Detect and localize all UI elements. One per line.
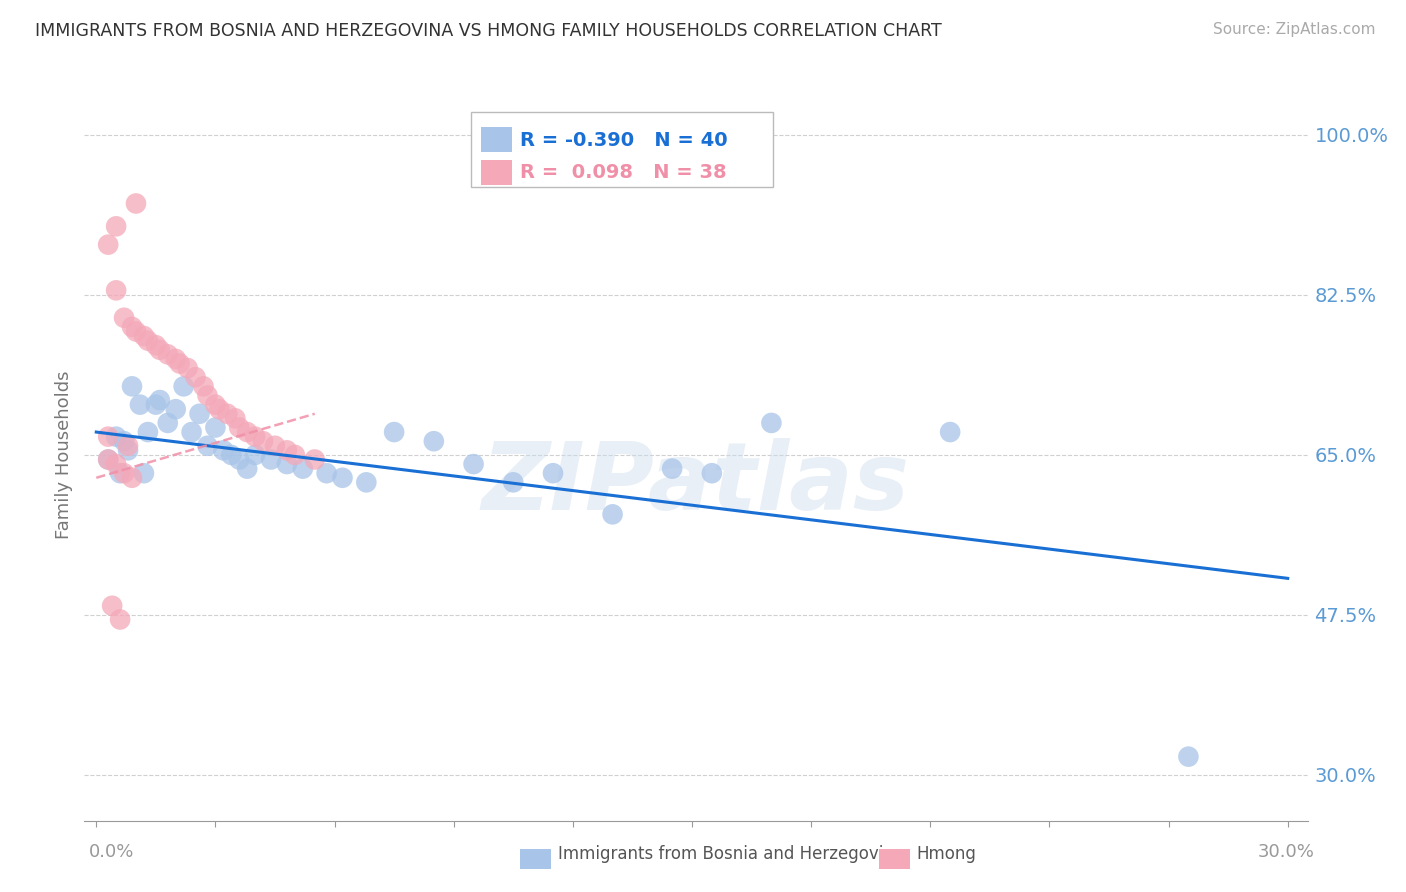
Point <box>156 347 179 361</box>
Point <box>165 402 187 417</box>
Point <box>101 599 124 613</box>
Point <box>356 475 378 490</box>
Point <box>121 471 143 485</box>
Point <box>236 425 259 439</box>
Point <box>105 430 128 444</box>
Point <box>204 398 226 412</box>
Point <box>197 439 219 453</box>
Point <box>284 448 307 462</box>
Point <box>129 398 152 412</box>
Point <box>541 467 564 481</box>
Point <box>97 237 120 252</box>
Point <box>117 439 139 453</box>
Point <box>193 379 215 393</box>
Point <box>224 411 246 425</box>
Point <box>463 457 485 471</box>
Point <box>276 443 298 458</box>
Point <box>165 351 187 366</box>
Point <box>105 284 128 298</box>
Point <box>108 467 131 481</box>
Text: R = -0.390   N = 40: R = -0.390 N = 40 <box>520 131 728 150</box>
Point <box>423 434 446 449</box>
Point <box>332 471 354 485</box>
Point <box>661 461 683 475</box>
Point <box>184 370 207 384</box>
Point <box>228 452 250 467</box>
Point <box>125 325 148 339</box>
Point <box>125 196 148 211</box>
Point <box>97 452 120 467</box>
Point <box>136 425 159 439</box>
Text: R =  0.098   N = 38: R = 0.098 N = 38 <box>520 163 727 182</box>
Point <box>260 452 283 467</box>
Point <box>105 457 128 471</box>
Text: Source: ZipAtlas.com: Source: ZipAtlas.com <box>1212 22 1375 37</box>
Point <box>291 461 314 475</box>
Text: Hmong: Hmong <box>917 845 977 863</box>
Text: IMMIGRANTS FROM BOSNIA AND HERZEGOVINA VS HMONG FAMILY HOUSEHOLDS CORRELATION CH: IMMIGRANTS FROM BOSNIA AND HERZEGOVINA V… <box>35 22 942 40</box>
Point <box>212 443 235 458</box>
Point <box>112 467 135 481</box>
Point <box>105 219 128 234</box>
Y-axis label: Family Households: Family Households <box>55 371 73 539</box>
Point <box>315 467 337 481</box>
Point <box>169 356 191 371</box>
Point <box>502 475 524 490</box>
Point <box>1177 749 1199 764</box>
Point <box>208 402 231 417</box>
Text: 30.0%: 30.0% <box>1258 843 1315 861</box>
Point <box>236 461 259 475</box>
Point <box>197 388 219 402</box>
Point <box>761 416 783 430</box>
Point <box>939 425 962 439</box>
Point <box>136 334 159 348</box>
Point <box>117 443 139 458</box>
Point <box>228 420 250 434</box>
Point <box>149 343 172 357</box>
Point <box>304 452 326 467</box>
Point <box>204 420 226 434</box>
Point <box>217 407 239 421</box>
Point <box>221 448 243 462</box>
Point <box>145 338 167 352</box>
Point <box>243 448 266 462</box>
Point <box>149 393 172 408</box>
Point <box>108 613 131 627</box>
Text: 0.0%: 0.0% <box>89 843 134 861</box>
Point <box>156 416 179 430</box>
Point <box>188 407 211 421</box>
Point <box>112 434 135 449</box>
Point <box>145 398 167 412</box>
Point <box>176 361 198 376</box>
Point <box>602 508 624 522</box>
Point <box>243 430 266 444</box>
Text: Immigrants from Bosnia and Herzegovina: Immigrants from Bosnia and Herzegovina <box>558 845 904 863</box>
Point <box>382 425 405 439</box>
Point <box>264 439 287 453</box>
Point <box>112 310 135 325</box>
Point <box>121 320 143 334</box>
Point <box>252 434 274 449</box>
Text: ZIPatlas: ZIPatlas <box>482 438 910 530</box>
Point <box>173 379 195 393</box>
Point <box>132 329 155 343</box>
Point <box>180 425 202 439</box>
Point <box>700 467 723 481</box>
Point <box>97 452 120 467</box>
Point <box>132 467 155 481</box>
Point <box>276 457 298 471</box>
Point <box>121 379 143 393</box>
Point <box>97 430 120 444</box>
